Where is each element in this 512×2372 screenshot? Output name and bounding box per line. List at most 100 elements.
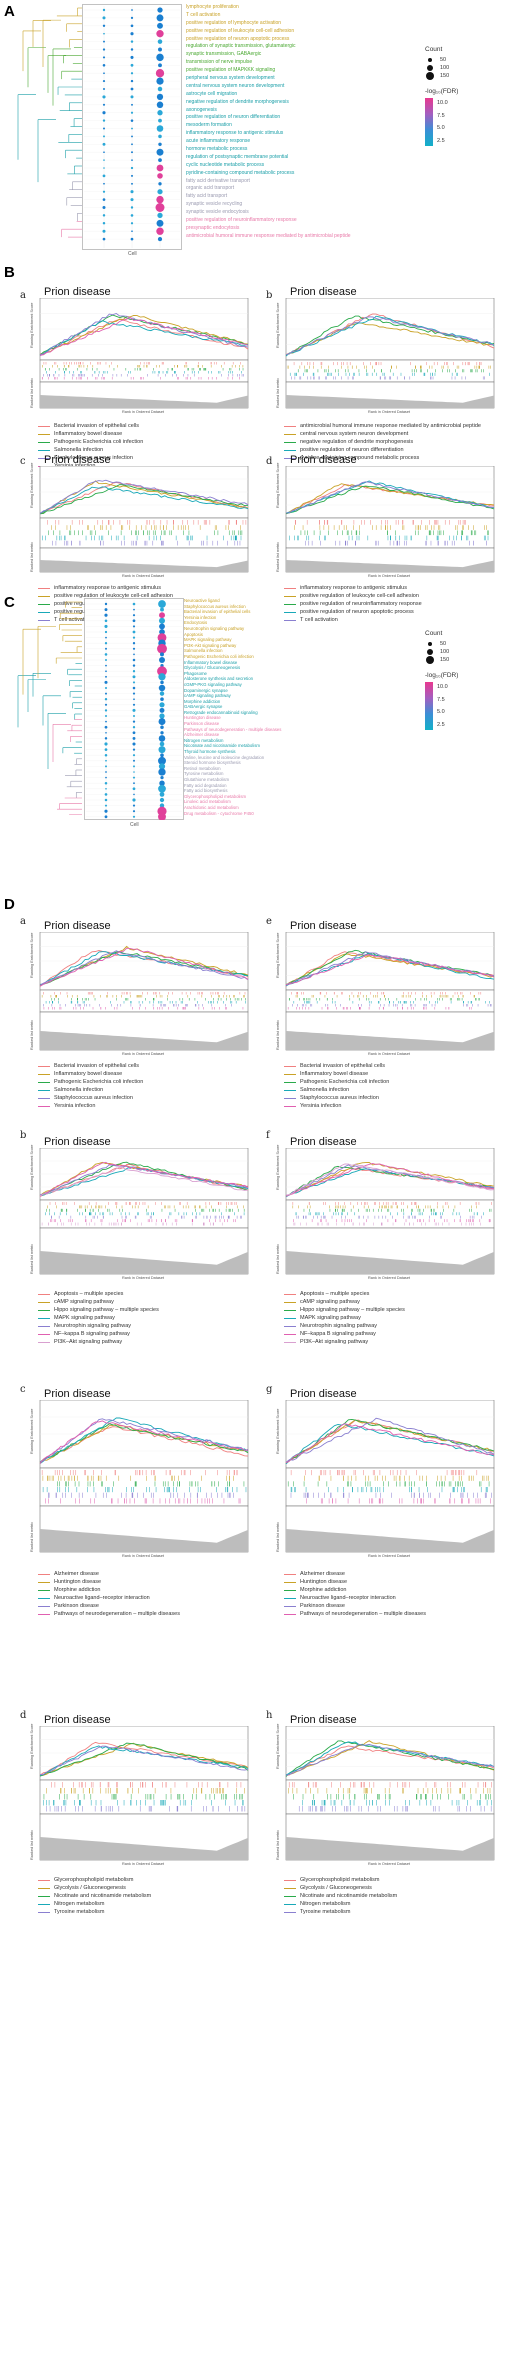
legend-label: Yersinia infection [300,1103,342,1109]
ranked-area [286,1529,494,1552]
dot [160,680,164,685]
legend-swatch [38,1317,50,1319]
dotplot-a-x-title: Cell [128,251,137,257]
dotplot-a-key: Count 50 100 150 -log₁₀(FDR) 10.0 7.5 5.… [425,46,458,146]
dot [104,680,108,684]
term-label: Nitrogen metabolism [184,737,224,743]
dot [105,720,107,723]
dot [158,158,162,162]
dot [102,190,106,193]
gsea-svg [285,1726,495,1861]
es-curve [39,1745,249,1776]
dot [158,735,166,742]
dot [132,614,136,617]
legend-entry: Salmonella infection [38,446,143,454]
dot [102,16,106,20]
dot [104,686,108,690]
dot [156,227,164,235]
fdr-key-label: 10.0 [437,684,448,690]
dot [132,708,136,712]
legend-swatch [284,1895,296,1897]
term-label: Salmonella infection [184,648,223,654]
dot [104,781,108,785]
legend-swatch [284,1573,296,1575]
x-axis-label: Rank in Ordered Dataset [368,410,410,414]
legend-entry: MAPK signaling pathway [284,1314,405,1322]
gsea-svg [39,1726,249,1861]
x-axis-label: Rank in Ordered Dataset [368,1554,410,1558]
dot [159,612,165,619]
dot [159,713,165,719]
term-label: PI3K-Akt signaling pathway [184,642,237,648]
gsea-title: Prion disease [44,1136,111,1148]
dot [105,692,107,695]
legend-entry: inflammatory response to antigenic stimu… [38,584,176,592]
dot [132,736,136,740]
es-curve [285,953,495,986]
legend-swatch [284,1613,296,1615]
legend-entry: Neurotrophin signaling pathway [284,1322,405,1330]
x-axis-label: Rank in Ordered Dataset [122,1276,164,1280]
subpanel-letter: b [20,1130,27,1141]
dendrogram-c [17,601,82,815]
es-curve [39,1423,249,1464]
legend-label: Bacterial invasion of epithelial cells [54,1063,139,1069]
panel-letter-b: B [4,264,15,281]
legend-entry: cAMP signaling pathway [284,1298,405,1306]
legend-swatch [38,1887,50,1889]
dot [130,72,134,75]
dot [156,195,164,204]
dot [103,72,105,75]
es-curve [285,954,495,986]
dot [131,143,133,146]
dot [130,55,134,59]
dot [130,63,134,67]
y-axis-label: Running Enrichment Score [276,462,280,508]
y-axis-label: Ranked list metric [276,1829,280,1860]
dot [133,771,135,773]
hits-panel [285,1467,495,1507]
dot [130,95,134,99]
dot [130,174,134,177]
dot [157,806,167,816]
term-label: Neuroactive ligand [184,598,220,603]
legend-swatch [284,1325,296,1327]
legend-label: Huntington disease [54,1579,102,1585]
term-label: mesoderm formation [186,122,232,129]
legend-label: Yersinia infection [54,1103,96,1109]
dendrogram-a [17,7,82,238]
panel-letter-d: D [4,896,15,913]
legend-entry: Inflammatory bowel disease [284,1070,389,1078]
hits-panel [39,1467,249,1507]
dot [103,32,105,35]
gsea-svg [285,298,495,409]
es-curve [39,314,249,356]
term-label: astrocyte cell migration [186,90,238,97]
term-label: Nicotinate and nicotinamide metabolism [184,743,260,749]
dot [132,720,136,723]
dot [130,206,134,209]
dot [104,697,108,701]
dot [103,151,105,154]
gsea-legend: Glycerophospholipid metabolism Glycolysis… [284,1876,397,1916]
subpanel-letter: g [266,1384,273,1395]
legend-swatch [38,1073,50,1075]
fdr-key-label: 5.0 [437,709,445,716]
ranked-area [40,560,248,572]
legend-label: Bacterial invasion of epithelial cells [54,423,139,429]
ranked-area [40,1031,248,1050]
dot [158,47,162,52]
dot [132,681,136,684]
dot [158,756,166,765]
dot [158,812,166,820]
count-key-150: 150 [425,656,458,664]
legend-label: NF–kappa B signaling pathway [54,1331,130,1337]
legend-label: Pathogenic Escherichia coli infection [54,439,144,445]
legend-swatch [38,1081,50,1083]
es-curve [39,1742,249,1777]
term-label: synaptic transmission, GABAergic [186,51,262,58]
y-axis-label: Ranked list metric [30,1829,34,1860]
dot [159,702,165,708]
dot [159,780,165,786]
dot [132,675,136,679]
